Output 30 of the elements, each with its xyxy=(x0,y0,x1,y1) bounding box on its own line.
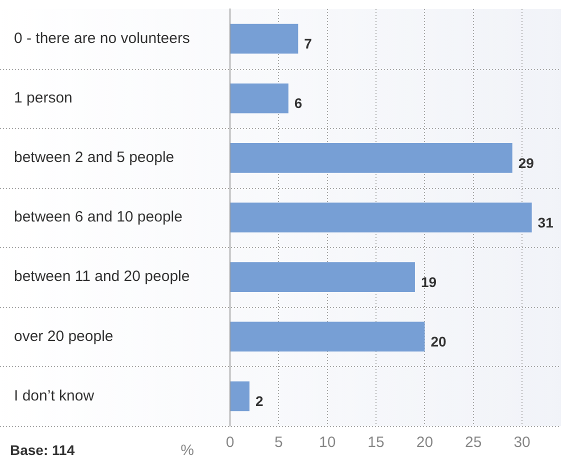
bar xyxy=(230,143,512,173)
y-tick-label: between 2 and 5 people xyxy=(14,149,174,166)
bar xyxy=(230,381,250,412)
y-tick-label: between 6 and 10 people xyxy=(14,208,182,226)
x-tick-label: 20 xyxy=(416,434,434,452)
y-tick-label: I don’t know xyxy=(14,387,94,404)
x-axis-title: % xyxy=(180,442,194,460)
data-label: 20 xyxy=(430,334,446,350)
bar xyxy=(230,262,415,292)
y-tick-label: 1 person xyxy=(14,90,72,106)
y-tick-label: 0 - there are no volunteers xyxy=(14,30,190,47)
x-tick-label: 5 xyxy=(274,434,283,452)
bar xyxy=(230,322,425,352)
bar xyxy=(230,202,532,232)
y-tick-label: between 11 and 20 people xyxy=(14,268,190,286)
bar xyxy=(230,83,288,114)
data-label: 29 xyxy=(518,154,534,171)
x-tick-label: 10 xyxy=(319,434,336,452)
x-tick-label: 15 xyxy=(368,434,384,452)
data-label: 7 xyxy=(304,36,312,52)
data-label: 19 xyxy=(420,274,437,290)
data-label: 6 xyxy=(294,95,302,112)
data-label: 31 xyxy=(538,214,554,230)
x-tick-label: 25 xyxy=(465,434,482,452)
text: Base: 114 xyxy=(10,442,75,458)
x-tick-label: 0 xyxy=(226,434,234,452)
data-label: 2 xyxy=(255,393,264,410)
bar xyxy=(230,24,298,54)
y-tick-label: over 20 people xyxy=(14,328,114,345)
x-tick-label: 30 xyxy=(514,434,530,452)
